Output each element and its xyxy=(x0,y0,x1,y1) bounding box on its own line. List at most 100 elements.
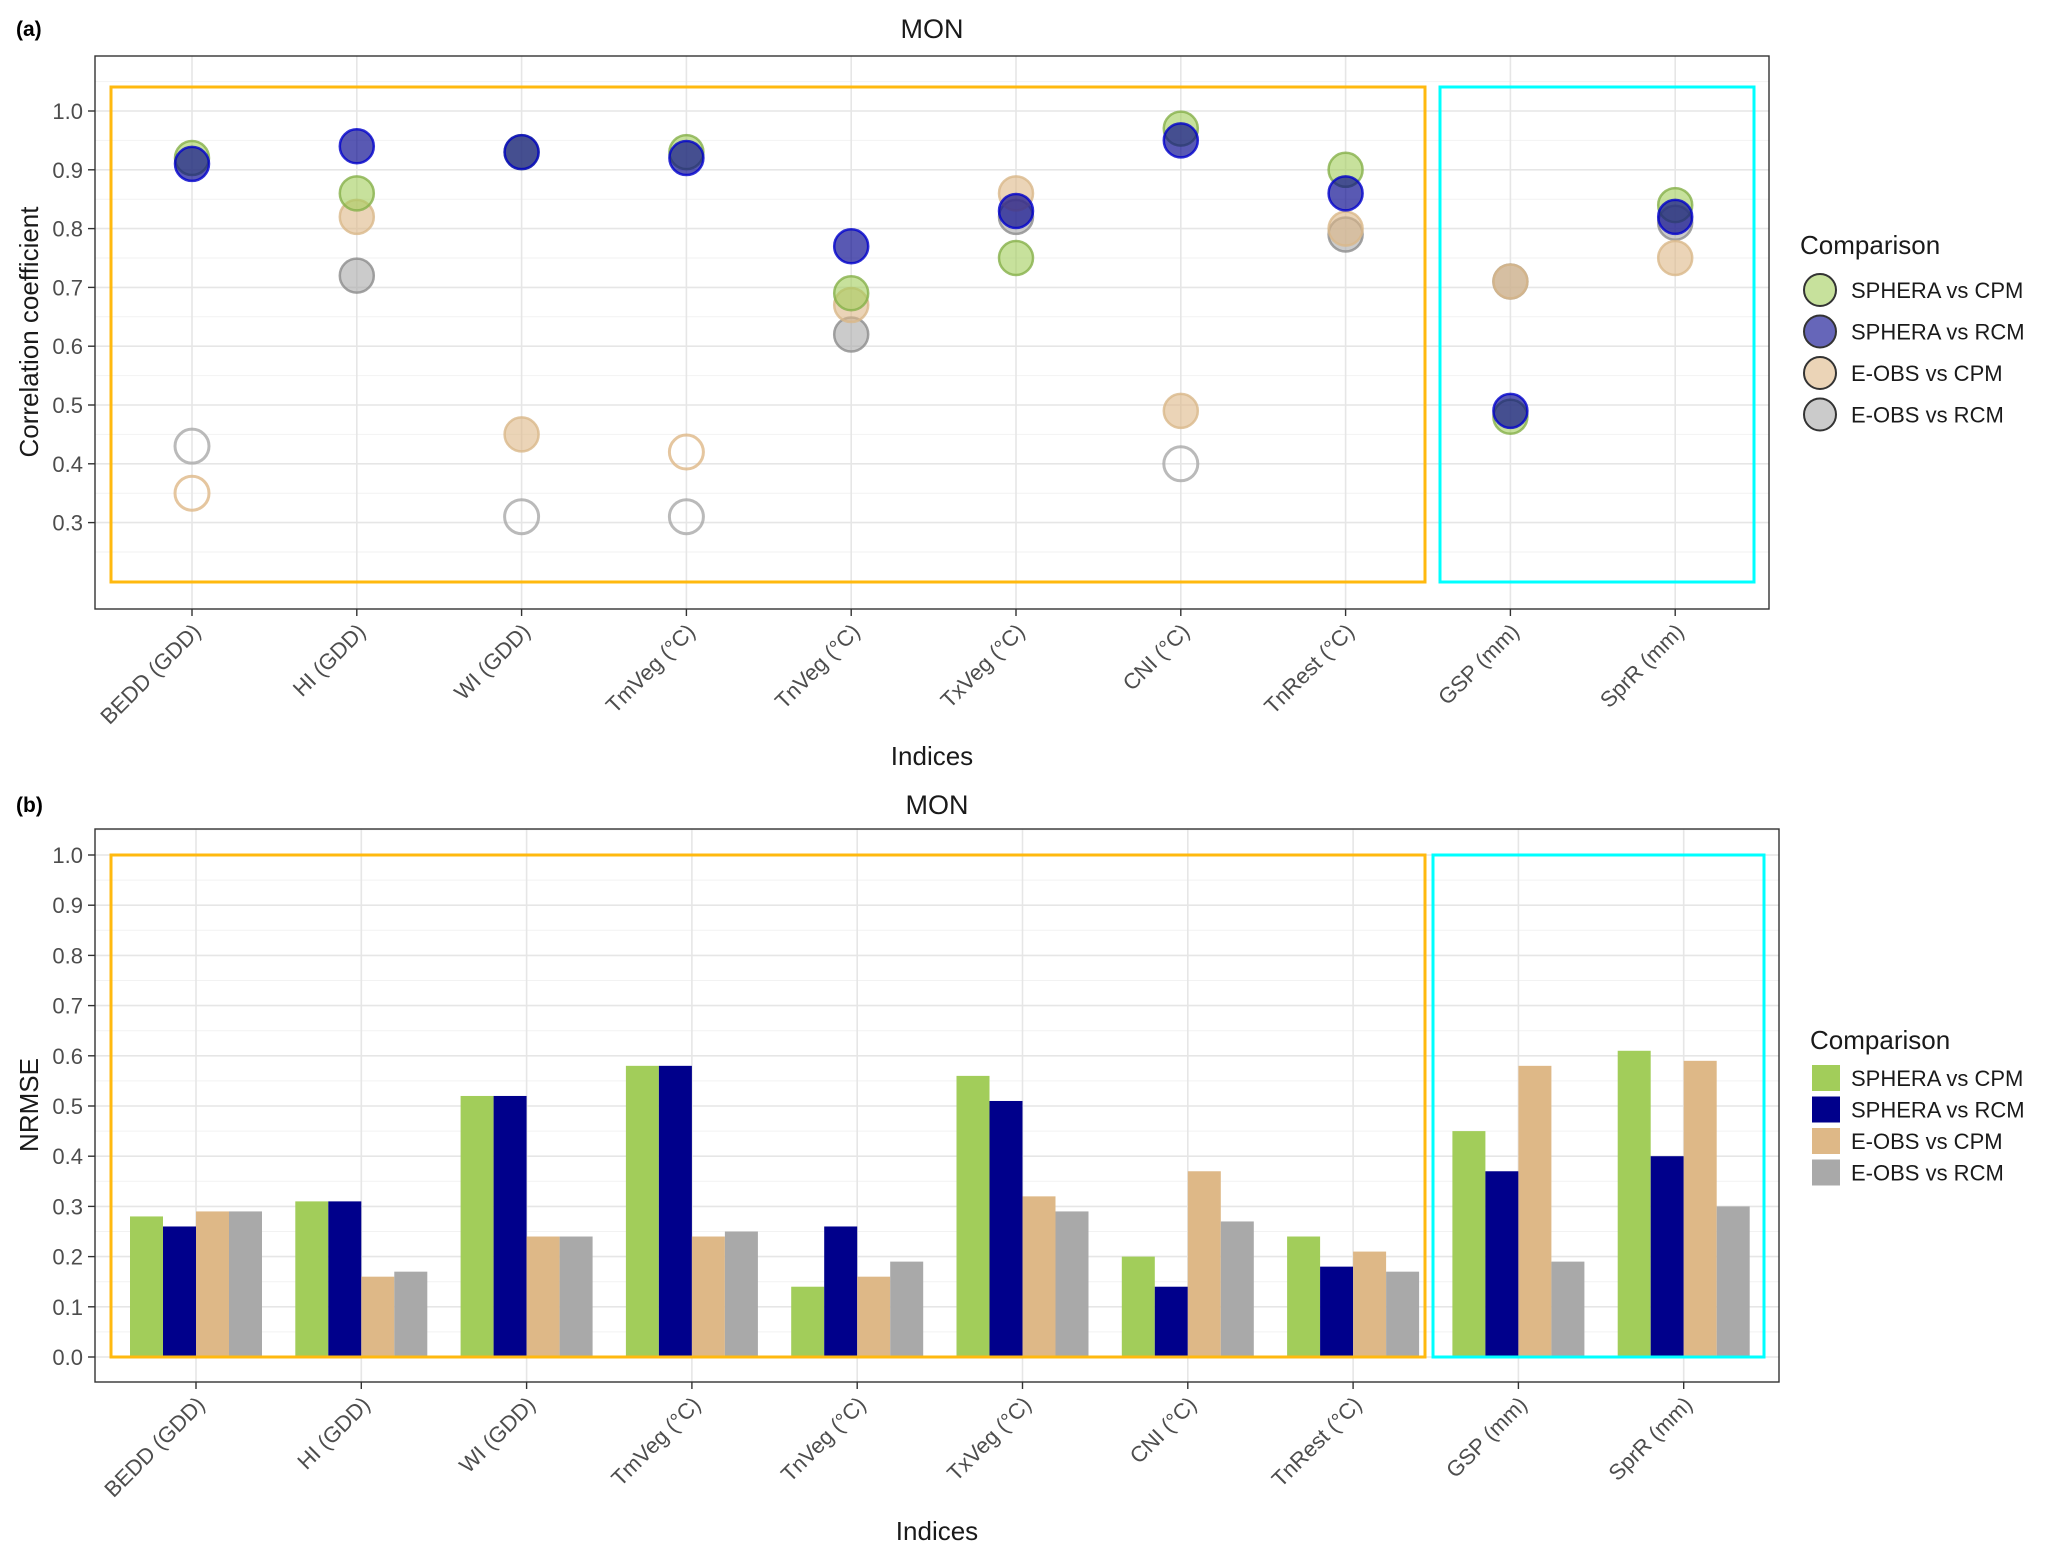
panel-a-point-e-obs-vs-rcm xyxy=(667,498,705,536)
panel-a-group-boxes xyxy=(109,85,1756,584)
panel-a-point-e-obs-vs-cpm xyxy=(503,416,540,453)
panel-a-y-axis-label: Correlation coefficient xyxy=(14,206,44,458)
panel-b-legend-key xyxy=(1812,1128,1840,1154)
panel-a-x-tick-label: TnRest (°C) xyxy=(1259,619,1359,719)
panel-b-bar-e-obs-vs-rcm xyxy=(394,1271,428,1357)
panel-b-y-tick-label: 0.2 xyxy=(52,1245,83,1270)
panel-b-precipitation-box xyxy=(1431,853,1766,1359)
panel-a-legend-key xyxy=(1803,397,1837,432)
panel-b-bar-sphera-vs-cpm xyxy=(956,1075,990,1357)
panel-b-bar-e-obs-vs-cpm xyxy=(857,1276,891,1357)
panel-a-y-tick-label: 0.8 xyxy=(52,217,83,242)
panel-b-y-tick-label: 0.1 xyxy=(52,1295,83,1320)
panel-b-bar-sphera-vs-cpm xyxy=(625,1065,659,1357)
panel-b-bar-e-obs-vs-cpm xyxy=(691,1236,725,1357)
panel-a-x-tick-label: CNI (°C) xyxy=(1118,619,1195,696)
panel-a-point-sphera-vs-rcm xyxy=(832,227,870,265)
panel-b-bar-e-obs-vs-rcm xyxy=(559,1236,593,1357)
panel-a-point-sphera-vs-rcm xyxy=(1656,198,1694,236)
panel-b-x-tick-label: SprR (mm) xyxy=(1604,1392,1698,1486)
panel-a-point-e-obs-vs-cpm xyxy=(1656,239,1694,277)
panel-a-point-sphera-vs-rcm xyxy=(173,145,211,183)
panel-a-x-tick-label: HI (GDD) xyxy=(288,619,370,701)
panel-b-y-tick-label: 0.8 xyxy=(52,943,83,968)
panel-a-grid xyxy=(95,56,1769,609)
panel-b-bar-sphera-vs-rcm xyxy=(989,1100,1023,1357)
panel-a-x-ticks: BEDD (GDD) HI (GDD) WI (GDD) TmVeg (°C) TnVe… xyxy=(95,609,1689,729)
panel-b-bar-sphera-vs-rcm xyxy=(1320,1266,1354,1357)
panel-a-legend-key xyxy=(1803,273,1837,307)
panel-b-bar-sphera-vs-rcm xyxy=(328,1201,362,1357)
panel-a-legend-key xyxy=(1803,314,1837,349)
panel-b-bar-sphera-vs-rcm xyxy=(824,1226,858,1357)
panel-a-label: (a) xyxy=(16,18,42,41)
panel-a-point-sphera-vs-rcm xyxy=(1327,175,1364,212)
panel-b-bar-sphera-vs-rcm xyxy=(1154,1286,1188,1357)
panel-b-bar-sphera-vs-cpm xyxy=(1617,1050,1651,1357)
panel-b-bars xyxy=(130,1050,1750,1357)
panel-a-point-sphera-vs-rcm xyxy=(1492,392,1529,430)
panel-a-x-tick-label: TmVeg (°C) xyxy=(601,619,700,718)
panel-a-x-tick-label: GSP (mm) xyxy=(1433,619,1524,710)
panel-a-y-tick-label: 0.4 xyxy=(52,452,83,477)
panel-b-label: (b) xyxy=(16,794,43,817)
panel-b: (b) MON 0.0 0.1 0.2 0.3 0.4 0.5 0.6 0.7 0.8 0.9 1.… xyxy=(14,790,2025,1546)
panel-b-bar-e-obs-vs-rcm xyxy=(1716,1206,1750,1357)
panel-a-point-sphera-vs-rcm xyxy=(668,139,705,177)
panel-a-point-e-obs-vs-cpm xyxy=(1162,392,1200,430)
panel-a-point-e-obs-vs-rcm xyxy=(173,427,211,465)
panel-a-point-e-obs-vs-cpm xyxy=(173,474,211,512)
panel-b-legend-label: E-OBS vs CPM xyxy=(1851,1129,2003,1154)
panel-a-point-e-obs-vs-cpm xyxy=(1327,210,1364,247)
panel-a-point-sphera-vs-cpm xyxy=(832,275,870,312)
panel-a-point-sphera-vs-cpm xyxy=(338,175,376,212)
panel-b-bar-sphera-vs-cpm xyxy=(295,1201,329,1357)
panel-a-point-e-obs-vs-cpm xyxy=(1492,263,1529,300)
panel-b-bar-e-obs-vs-cpm xyxy=(1353,1251,1387,1357)
panel-b-bar-sphera-vs-rcm xyxy=(493,1095,527,1357)
panel-b-x-tick-label: WI (GDD) xyxy=(454,1392,540,1478)
panel-a-legend-items: SPHERA vs CPM SPHERA vs RCM E-OBS vs CPM E-… xyxy=(1803,273,2025,432)
panel-a-legend-label: E-OBS vs CPM xyxy=(1851,361,2003,386)
panel-b-x-tick-label: HI (GDD) xyxy=(292,1392,374,1474)
panel-a-y-tick-label: 0.5 xyxy=(52,393,83,418)
panel-b-bar-e-obs-vs-rcm xyxy=(724,1231,758,1357)
panel-b-bar-e-obs-vs-rcm xyxy=(1055,1211,1089,1357)
panel-b-y-tick-label: 0.6 xyxy=(52,1044,83,1069)
panel-b-legend-label: SPHERA vs CPM xyxy=(1851,1066,2023,1091)
panel-b-x-tick-label: BEDD (GDD) xyxy=(99,1392,209,1502)
panel-b-bar-sphera-vs-cpm xyxy=(1452,1131,1486,1357)
panel-b-bar-e-obs-vs-cpm xyxy=(1187,1171,1221,1357)
panel-b-x-tick-label: GSP (mm) xyxy=(1441,1392,1532,1483)
panel-b-legend-label: E-OBS vs RCM xyxy=(1851,1161,2004,1186)
panel-b-x-ticks: BEDD (GDD) HI (GDD) WI (GDD) TmVeg (°C) TnVe… xyxy=(99,1382,1697,1502)
panel-a-legend-label: SPHERA vs CPM xyxy=(1851,278,2023,303)
panel-b-temperature-box xyxy=(109,853,1427,1359)
panel-a-x-tick-label: WI (GDD) xyxy=(449,619,535,705)
panel-b-bar-sphera-vs-cpm xyxy=(460,1095,494,1357)
panel-b-x-tick-label: TnRest (°C) xyxy=(1267,1392,1367,1492)
panel-b-y-tick-label: 0.9 xyxy=(52,893,83,918)
panel-a-legend-key xyxy=(1803,356,1837,390)
panel-a: (a) MON 0.3 0.4 0.5 0.6 0.7 0.8 0.9 1.0 BEDD (G… xyxy=(14,14,2025,771)
panel-a-legend: Comparison SPHERA vs CPM SPHERA vs RCM E-O… xyxy=(1800,230,2025,432)
panel-b-x-tick-label: CNI (°C) xyxy=(1125,1392,1202,1469)
panel-b-group-boxes xyxy=(109,853,1766,1359)
panel-b-bar-e-obs-vs-rcm xyxy=(1551,1261,1585,1357)
panel-b-bar-sphera-vs-rcm xyxy=(1485,1171,1519,1357)
panel-b-y-tick-label: 0.3 xyxy=(52,1194,83,1219)
panel-a-y-tick-label: 0.6 xyxy=(52,334,83,359)
panel-b-x-tick-label: TxVeg (°C) xyxy=(942,1392,1036,1486)
panel-b-bar-e-obs-vs-cpm xyxy=(196,1211,229,1357)
panel-b-legend-items: SPHERA vs CPM SPHERA vs RCM E-OBS vs CPM E-… xyxy=(1812,1065,2025,1186)
panel-b-y-axis-label: NRMSE xyxy=(14,1058,44,1152)
panel-b-y-ticks: 0.0 0.1 0.2 0.3 0.4 0.5 0.6 0.7 0.8 0.9 1.0 xyxy=(52,843,95,1370)
panel-b-legend-key xyxy=(1812,1065,1840,1091)
panel-b-legend-title: Comparison xyxy=(1810,1025,1950,1055)
panel-b-bar-e-obs-vs-rcm xyxy=(890,1261,924,1357)
panel-b-bar-sphera-vs-cpm xyxy=(1287,1236,1321,1357)
panel-a-x-tick-label: TxVeg (°C) xyxy=(936,619,1030,713)
panel-b-x-axis-label: Indices xyxy=(896,1516,978,1546)
panel-b-bar-e-obs-vs-cpm xyxy=(361,1276,395,1357)
